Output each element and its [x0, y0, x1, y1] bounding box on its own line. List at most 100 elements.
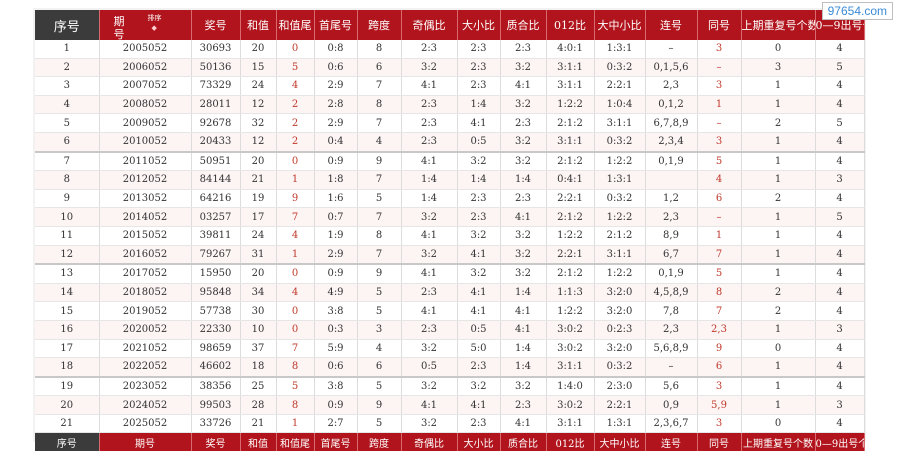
cell-issue: 2019052	[99, 301, 192, 321]
cell-r012: 2:1:2	[546, 207, 595, 227]
header-consecutive: 连号	[645, 10, 698, 40]
cell-zero-nine: 4	[815, 226, 865, 246]
cell-seq: 9	[35, 189, 100, 209]
cell-r012: 2:1:2	[546, 113, 595, 133]
cell-zero-nine: 3	[815, 170, 865, 190]
cell-odd-even: 3:2	[401, 207, 458, 227]
footer-big-mid-small: 大中小比	[594, 432, 646, 451]
cell-big-small: 4:1	[457, 395, 501, 415]
header-issue-sort[interactable]: 期 号 排序 ◆	[99, 10, 192, 40]
header-same: 同号	[697, 10, 742, 40]
header-issue-line2: 号	[113, 28, 125, 40]
cell-consecutive: 0,1,9	[645, 263, 698, 284]
cell-same: 6	[697, 189, 742, 209]
sort-label[interactable]: 排序	[147, 14, 162, 22]
cell-first-last: 0:9	[314, 395, 358, 415]
cell-same: 3	[697, 40, 742, 59]
cell-consecutive: 6,7	[645, 245, 698, 265]
cell-first-last: 0:6	[314, 357, 358, 378]
cell-first-last: 0:6	[314, 58, 358, 78]
cell-big-mid-small: 1:0:4	[594, 95, 646, 115]
cell-span: 3	[357, 320, 402, 340]
cell-seq: 10	[35, 207, 100, 227]
cell-issue: 2018052	[99, 283, 192, 303]
cell-big-small: 2:3	[457, 58, 501, 78]
cell-sum-tail: 7	[276, 339, 315, 359]
header-row: 序号 期 号 排序 ◆ 奖号 和值 和值尾 首尾号 跨度 奇偶比 大小比 质合比…	[35, 10, 865, 40]
cell-consecutive: 0,9	[645, 395, 698, 415]
cell-repeat: 1	[741, 95, 816, 115]
cell-number: 50951	[191, 150, 241, 172]
table-row: 21 2025052 33726 21 1 2:7 5 3:2 2:3 4:1 3:1:1 1:3:1…	[35, 414, 865, 434]
sort-arrow-icon[interactable]: ◆	[151, 24, 157, 32]
cell-first-last: 0:4	[314, 132, 358, 153]
cell-big-small: 3:2	[457, 150, 501, 172]
cell-big-mid-small: 2:1:2	[594, 226, 646, 246]
cell-prime-composite: 3:2	[500, 375, 547, 397]
cell-number: 99503	[191, 395, 241, 415]
cell-big-small: 1:4	[457, 95, 501, 115]
cell-span: 5	[357, 301, 402, 321]
cell-repeat: 1	[741, 395, 816, 415]
header-sum-tail: 和值尾	[276, 10, 315, 40]
table-row: 1 2005052 30693 20 0 0:8 8 2:3 2:3 2:3 4:0:1 1:3:1–…	[35, 40, 865, 59]
cell-seq: 4	[35, 95, 100, 115]
cell-odd-even: 2:3	[401, 113, 458, 133]
cell-r012: 1:4:0	[546, 375, 595, 397]
cell-first-last: 3:8	[314, 301, 358, 321]
cell-big-small: 3:2	[457, 226, 501, 246]
table-row: 14 2018052 95848 34 4 4:9 5 2:3 4:1 1:4 1:1:3 3:2:0…	[35, 283, 865, 303]
footer-zero-nine: 0—9出号个数	[815, 432, 865, 451]
cell-prime-composite: 4:1	[500, 414, 547, 434]
cell-issue: 2021052	[99, 339, 192, 359]
cell-span: 8	[357, 226, 402, 246]
cell-sum-tail: 8	[276, 395, 315, 415]
cell-sum-tail: 0	[276, 263, 315, 284]
footer-span: 跨度	[357, 432, 402, 451]
cell-zero-nine: 3	[815, 320, 865, 340]
cell-prime-composite: 2:3	[500, 40, 547, 59]
cell-sum-tail: 2	[276, 95, 315, 115]
cell-number: 57738	[191, 301, 241, 321]
cell-r012: 0:4:1	[546, 170, 595, 190]
table-row: 12 2016052 79267 31 1 2:9 7 3:2 4:1 3:2 2:2:1 3:1:1…	[35, 245, 865, 265]
cell-issue: 2008052	[99, 95, 192, 115]
cell-repeat: 1	[741, 226, 816, 246]
table-row: 17 2021052 98659 37 7 5:9 4 3:2 5:0 1:4 3:0:2 3:2:0…	[35, 339, 865, 359]
cell-r012: 1:2:2	[546, 301, 595, 321]
cell-big-mid-small: 0:3:2	[594, 189, 646, 209]
cell-prime-composite: 3:2	[500, 95, 547, 115]
cell-big-small: 2:3	[457, 189, 501, 209]
cell-same: 3	[697, 375, 742, 397]
footer-odd-even: 奇偶比	[401, 432, 458, 451]
cell-span: 6	[357, 357, 402, 378]
cell-number: 15950	[191, 263, 241, 284]
cell-odd-even: 3:2	[401, 414, 458, 434]
cell-first-last: 5:9	[314, 339, 358, 359]
footer-sum: 和值	[240, 432, 277, 451]
cell-big-small: 3:2	[457, 263, 501, 284]
cell-seq: 3	[35, 76, 100, 96]
cell-issue: 2022052	[99, 357, 192, 378]
cell-first-last: 0:7	[314, 207, 358, 227]
cell-seq: 8	[35, 170, 100, 190]
cell-sum-tail: 7	[276, 207, 315, 227]
cell-repeat: 1	[741, 170, 816, 190]
header-issue-line1: 期	[113, 15, 125, 28]
cell-issue: 2016052	[99, 245, 192, 265]
header-first-last: 首尾号	[314, 10, 358, 40]
cell-zero-nine: 4	[815, 40, 865, 59]
cell-number: 50136	[191, 58, 241, 78]
cell-r012: 3:0:2	[546, 339, 595, 359]
cell-seq: 7	[35, 150, 100, 172]
cell-zero-nine: 4	[815, 150, 865, 172]
cell-sum: 21	[240, 414, 277, 434]
cell-odd-even: 4:1	[401, 76, 458, 96]
cell-sum-tail: 0	[276, 150, 315, 172]
cell-consecutive	[645, 170, 698, 190]
cell-repeat: 0	[741, 339, 816, 359]
cell-big-mid-small: 1:2:2	[594, 150, 646, 172]
cell-odd-even: 4:1	[401, 263, 458, 284]
cell-same: 6	[697, 357, 742, 378]
cell-same: 4	[697, 170, 742, 190]
